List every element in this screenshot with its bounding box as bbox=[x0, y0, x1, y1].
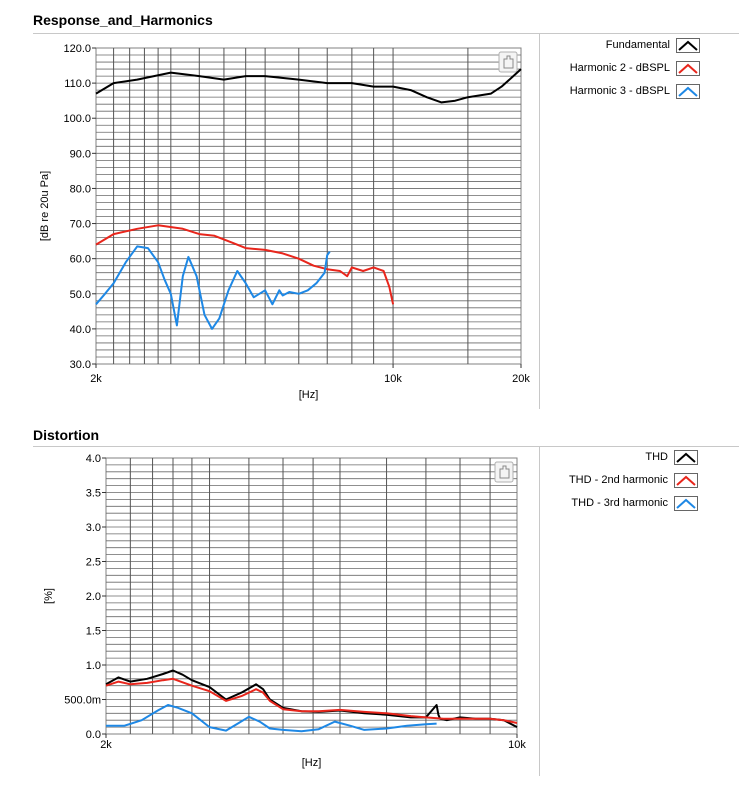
y-tick-label: 120.0 bbox=[63, 43, 91, 55]
panel-title-distortion: Distortion bbox=[33, 427, 100, 443]
legend-response: Fundamental Harmonic 2 - dBSPL Harmonic 3 … bbox=[540, 36, 700, 106]
x-tick-label: 20k bbox=[512, 373, 530, 385]
legend-separator bbox=[539, 33, 540, 409]
series-line-2 bbox=[95, 224, 395, 305]
legend-swatch-icon[interactable] bbox=[674, 472, 698, 488]
x-tick-label: 2k bbox=[90, 373, 102, 385]
grid-horizontal bbox=[106, 464, 517, 728]
pan-tool-icon[interactable] bbox=[498, 51, 518, 73]
y-tick-label: 3.5 bbox=[86, 488, 101, 500]
grid-vertical bbox=[129, 458, 491, 734]
y-tick-label: 30.0 bbox=[70, 359, 91, 371]
y-tick-label: 4.0 bbox=[86, 453, 101, 465]
y-tick-label: 90.0 bbox=[70, 148, 91, 160]
legend-swatch-icon[interactable] bbox=[676, 83, 700, 99]
x-axis-label: [Hz] bbox=[299, 389, 319, 401]
y-tick-label: 1.5 bbox=[86, 626, 101, 638]
legend-swatch-icon[interactable] bbox=[676, 37, 700, 53]
legend-label: THD - 2nd harmonic bbox=[568, 474, 668, 486]
legend-item[interactable]: Harmonic 3 - dBSPL bbox=[570, 82, 700, 100]
y-tick-label: 2.0 bbox=[86, 591, 101, 603]
legend-item[interactable]: Harmonic 2 - dBSPL bbox=[570, 59, 700, 77]
y-tick-label: 3.0 bbox=[86, 522, 101, 534]
panel-title-response: Response_and_Harmonics bbox=[33, 12, 213, 28]
pan-tool-icon[interactable] bbox=[494, 461, 514, 483]
legend-label: THD bbox=[645, 451, 668, 463]
y-tick-label: 100.0 bbox=[63, 113, 91, 125]
grid-vertical bbox=[113, 48, 469, 364]
x-axis-label: [Hz] bbox=[302, 757, 322, 769]
grid-horizontal bbox=[96, 54, 521, 358]
legend-item[interactable]: THD bbox=[645, 448, 698, 466]
y-axis-label: [dB re 20u Pa] bbox=[39, 171, 51, 241]
response-harmonics-chart: 30.0 40.0 50.0 60.0 70.0 80.0 90.0 100.0 110.0 12… bbox=[39, 43, 530, 401]
legend-swatch-icon[interactable] bbox=[674, 449, 698, 465]
legend-separator bbox=[539, 446, 540, 776]
legend-swatch-icon[interactable] bbox=[676, 60, 700, 76]
x-tick-label: 10k bbox=[384, 373, 402, 385]
series-line-2 bbox=[105, 677, 518, 724]
y-tick-label: 50.0 bbox=[70, 289, 91, 301]
legend-label: Fundamental bbox=[605, 39, 670, 51]
y-axis-label: [%] bbox=[43, 588, 55, 604]
legend-item[interactable]: Fundamental bbox=[606, 36, 700, 54]
y-tick-label: 70.0 bbox=[70, 219, 91, 231]
y-tick-label: 60.0 bbox=[70, 254, 91, 266]
legend-label: Harmonic 3 - dBSPL bbox=[569, 85, 670, 97]
y-tick-label: 40.0 bbox=[70, 324, 91, 336]
legend-item[interactable]: THD - 2nd harmonic bbox=[569, 471, 698, 489]
legend-swatch-icon[interactable] bbox=[674, 495, 698, 511]
legend-label: Harmonic 2 - dBSPL bbox=[569, 62, 670, 74]
plot-area bbox=[95, 47, 522, 365]
series-line-1 bbox=[95, 68, 522, 104]
y-tick-label: 0.0 bbox=[86, 729, 101, 741]
y-tick-label: 1.0 bbox=[86, 660, 101, 672]
legend-item[interactable]: THD - 3rd harmonic bbox=[571, 494, 698, 512]
legend-label: THD - 3rd harmonic bbox=[571, 497, 668, 509]
panel-divider bbox=[33, 33, 739, 34]
y-tick-label: 110.0 bbox=[64, 78, 91, 90]
y-tick-label: 2.5 bbox=[86, 557, 101, 569]
y-tick-label: 500.0m bbox=[64, 695, 101, 707]
legend-distortion: THD THD - 2nd harmonic THD - 3rd harmonic bbox=[520, 448, 698, 518]
x-tick-label: 2k bbox=[100, 739, 112, 751]
y-tick-label: 80.0 bbox=[70, 183, 91, 195]
series-line-3 bbox=[95, 245, 331, 330]
panel-divider bbox=[33, 446, 739, 447]
x-tick-label: 10k bbox=[508, 739, 526, 751]
distortion-chart: 0.0 500.0m 1.0 1.5 2.0 2.5 3.0 3.5 4.0 2k 10k [Hz] [… bbox=[43, 453, 526, 769]
series-line-3 bbox=[106, 704, 437, 733]
